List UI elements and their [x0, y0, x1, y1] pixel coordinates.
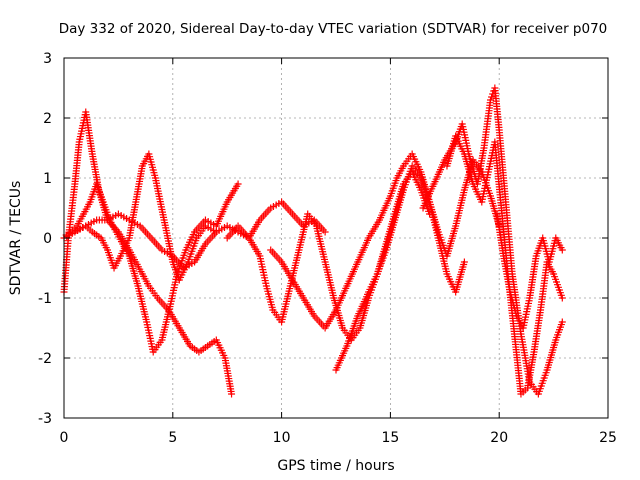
y-tick-label: 1 [43, 171, 52, 187]
x-tick-label: 0 [60, 430, 69, 446]
x-tick-label: 5 [168, 430, 177, 446]
x-tick-label: 15 [381, 430, 399, 446]
y-tick-label: 3 [43, 51, 52, 67]
series-track-d [60, 198, 329, 272]
y-tick-label: -3 [38, 411, 52, 427]
chart-title: Day 332 of 2020, Sidereal Day-to-day VTE… [59, 21, 608, 37]
x-tick-label: 25 [599, 430, 617, 446]
data-point [460, 258, 468, 266]
data-point [321, 228, 329, 236]
series-track-g [332, 156, 503, 374]
series-track-f [267, 150, 468, 332]
data-point [234, 180, 242, 188]
series-track-b [67, 180, 242, 356]
data-point [228, 390, 236, 398]
y-tick-label: 2 [43, 111, 52, 127]
x-tick-label: 10 [273, 430, 291, 446]
data-point [486, 96, 494, 104]
x-tick-label: 20 [490, 430, 508, 446]
y-tick-label: 0 [43, 231, 52, 247]
series-track-h [419, 84, 566, 398]
data-point [558, 318, 566, 326]
series-track-e [223, 168, 434, 344]
data-point [488, 93, 496, 101]
axis-ticks: 0 5 10 15 20 25 -3 -2 -1 0 1 2 3 [38, 51, 617, 446]
data-marks [60, 84, 566, 398]
y-tick-label: -1 [38, 291, 52, 307]
x-axis-label: GPS time / hours [277, 458, 394, 474]
y-axis-label: SDTVAR / TECUs [8, 181, 24, 296]
data-point [558, 246, 566, 254]
series-track-j [493, 210, 566, 332]
y-tick-label: -2 [38, 351, 52, 367]
data-point [558, 294, 566, 302]
